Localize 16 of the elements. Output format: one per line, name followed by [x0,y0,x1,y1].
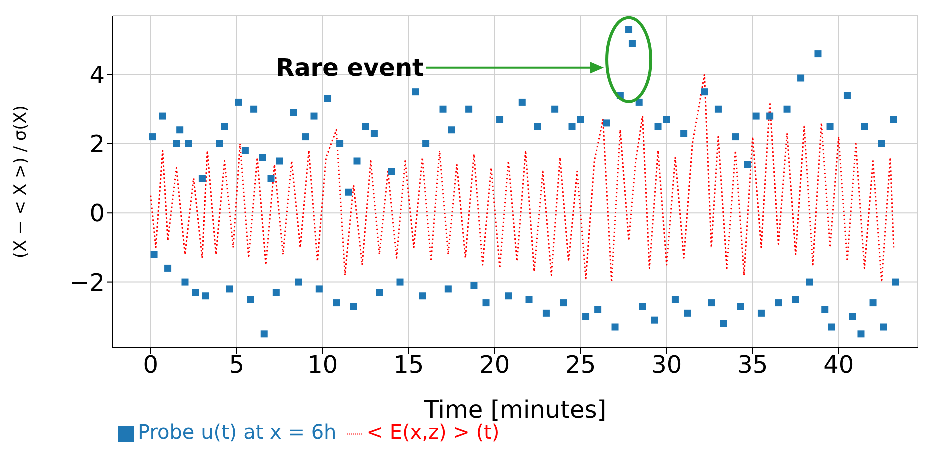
x-tick-label: 15 [394,351,424,380]
y-tick-label: −2 [70,268,105,297]
y-tick-label: 2 [90,130,105,158]
x-tick-label: 5 [229,351,244,380]
y-axis-title: (X − < X >) / σ(X) [11,105,32,259]
x-tick-label: 40 [824,351,854,380]
x-tick-label: 30 [652,351,682,380]
x-tick-label: 0 [143,351,158,380]
x-tick-label: 35 [738,351,768,380]
x-tick-label: 25 [566,351,596,380]
legend-label: Probe u(t) at x = 6h [138,420,337,444]
y-tick-label: 4 [90,61,105,90]
x-tick-label: 10 [308,351,338,380]
x-tick-label: 20 [480,351,510,380]
y-tick-label: 0 [90,200,105,228]
annotation: Rare event [276,54,424,82]
